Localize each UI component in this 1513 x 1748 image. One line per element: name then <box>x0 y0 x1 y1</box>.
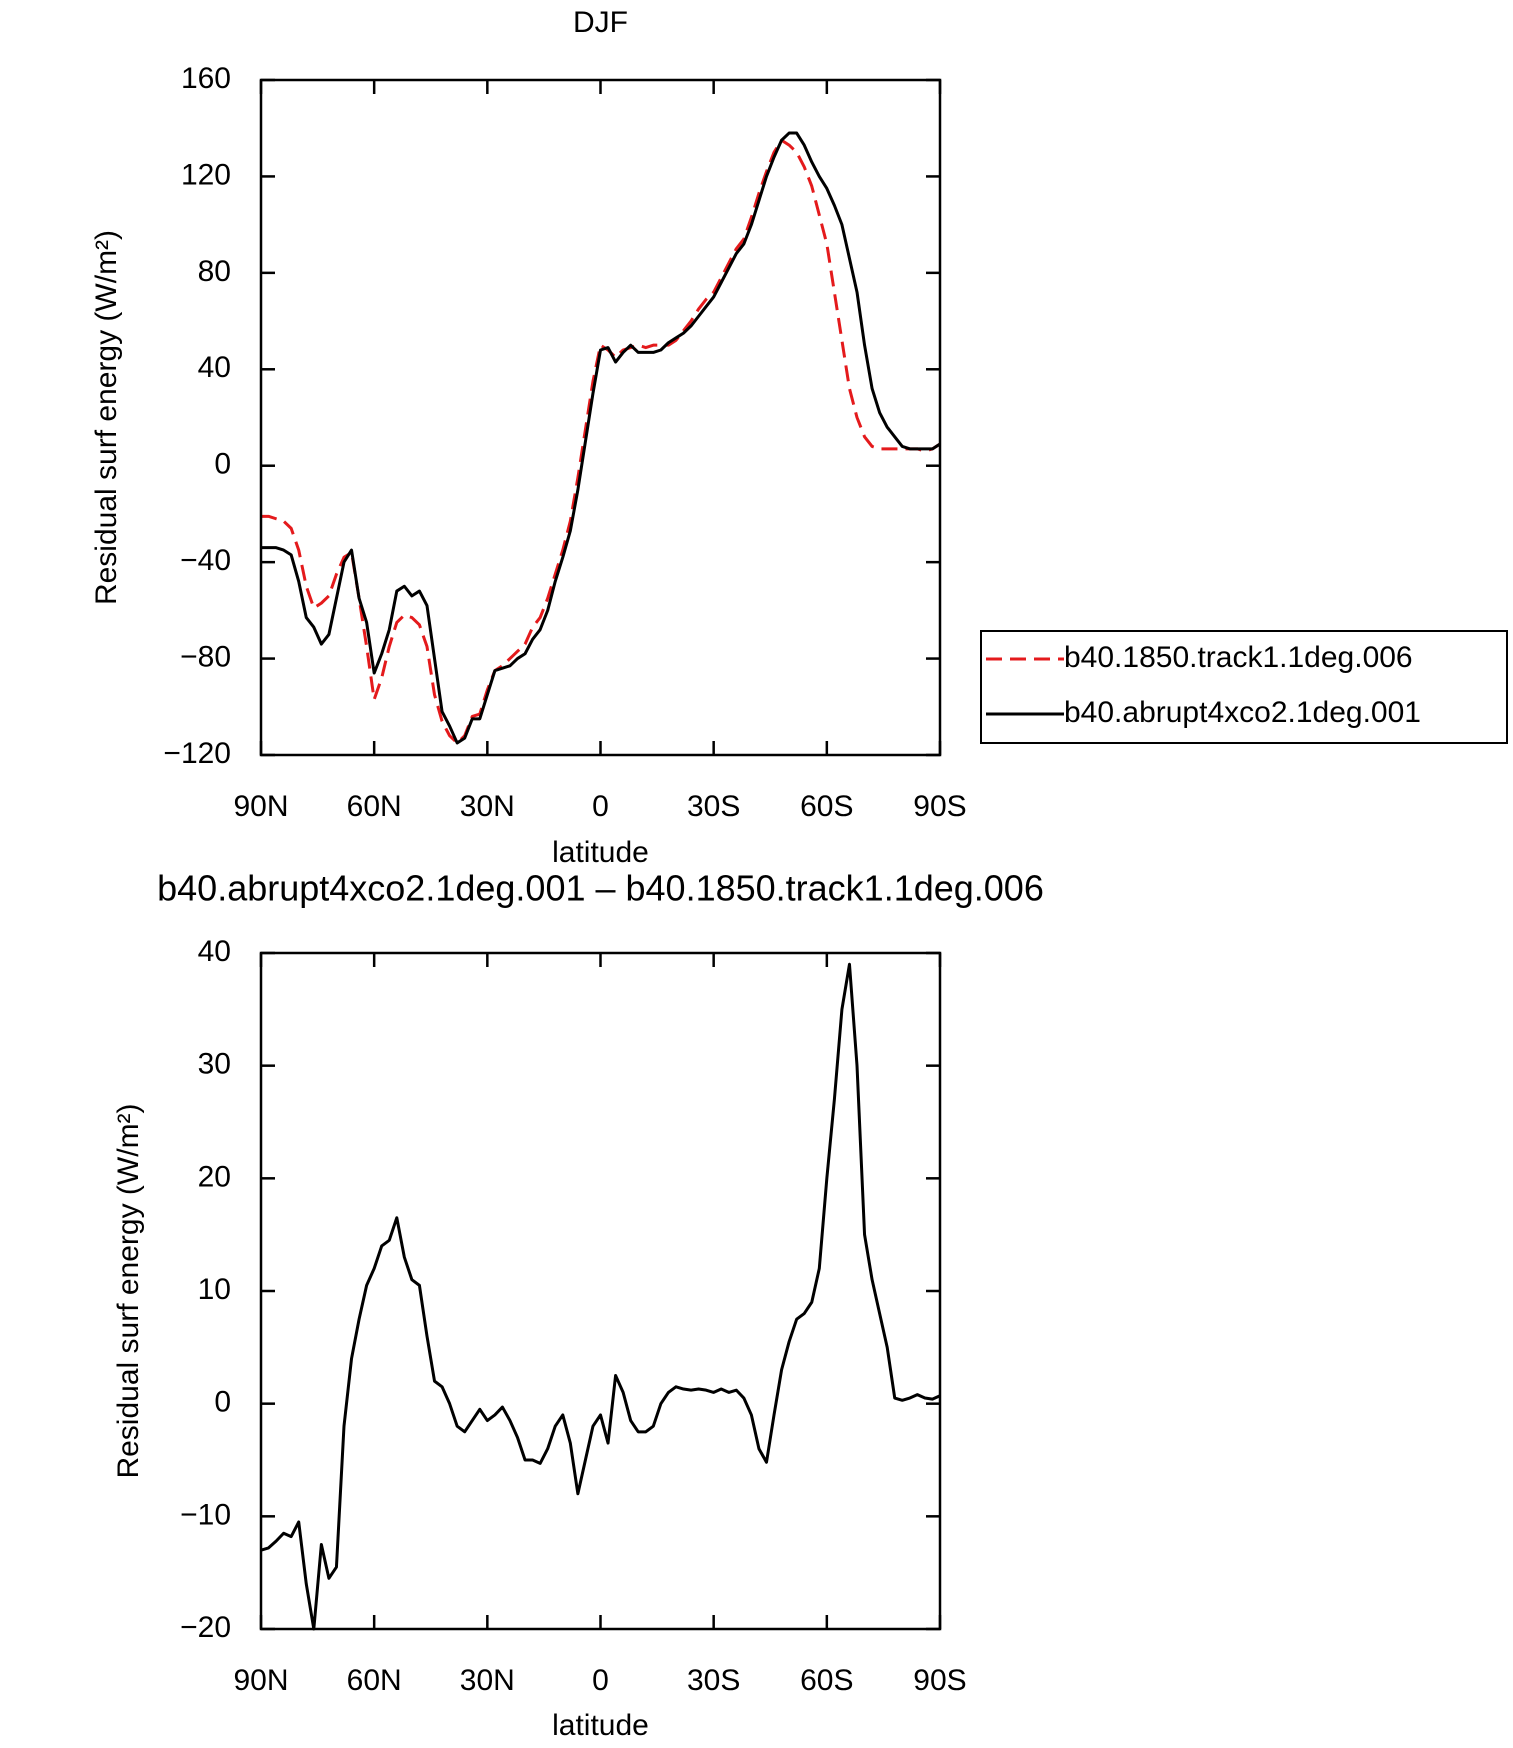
y-tick-label: 30 <box>198 1048 231 1081</box>
y-tick-label: 0 <box>214 1386 231 1419</box>
chart-title: DJF <box>573 6 628 39</box>
x-tick-label: 90S <box>913 790 966 823</box>
y-tick-label: 0 <box>214 448 231 481</box>
y-tick-label: 40 <box>198 935 231 968</box>
x-axis-label: latitude <box>552 1709 649 1742</box>
data-line <box>261 138 941 745</box>
x-tick-label: 30S <box>687 1664 740 1697</box>
x-tick-label: 30S <box>687 790 740 823</box>
x-tick-label: 90S <box>913 1664 966 1697</box>
y-tick-label: −40 <box>180 544 231 577</box>
x-tick-label: 90N <box>233 1664 288 1697</box>
x-tick-label: 60N <box>347 1664 402 1697</box>
y-tick-label: 10 <box>198 1273 231 1306</box>
y-tick-label: 160 <box>181 62 231 95</box>
y-tick-label: 40 <box>198 351 231 384</box>
y-tick-label: −20 <box>180 1611 231 1644</box>
y-tick-label: −10 <box>180 1498 231 1531</box>
y-tick-label: 20 <box>198 1160 231 1193</box>
y-axis-label: Residual surf energy (W/m²) <box>112 1103 145 1478</box>
y-tick-label: −80 <box>180 640 231 673</box>
x-tick-label: 0 <box>592 1664 609 1697</box>
plot-frame <box>259 78 942 757</box>
y-axis-label: Residual surf energy (W/m²) <box>90 230 123 605</box>
legend-label: b40.1850.track1.1deg.006 <box>1064 641 1413 674</box>
data-line <box>260 962 941 1631</box>
x-tick-label: 90N <box>233 790 288 823</box>
x-tick-label: 0 <box>592 790 609 823</box>
x-tick-label: 60S <box>800 1664 853 1697</box>
chart-title: b40.abrupt4xco2.1deg.001 – b40.1850.trac… <box>157 868 1044 909</box>
x-tick-label: 60S <box>800 790 853 823</box>
x-tick-label: 60N <box>347 790 402 823</box>
x-axis-label: latitude <box>552 836 649 869</box>
data-line <box>261 131 941 745</box>
x-tick-label: 30N <box>460 790 515 823</box>
plot-frame <box>259 951 942 1631</box>
y-tick-label: −120 <box>163 737 231 770</box>
y-tick-label: 120 <box>181 158 231 191</box>
legend-box <box>980 630 1508 744</box>
y-tick-label: 80 <box>198 255 231 288</box>
x-tick-label: 30N <box>460 1664 515 1697</box>
legend-label: b40.abrupt4xco2.1deg.001 <box>1064 696 1421 729</box>
